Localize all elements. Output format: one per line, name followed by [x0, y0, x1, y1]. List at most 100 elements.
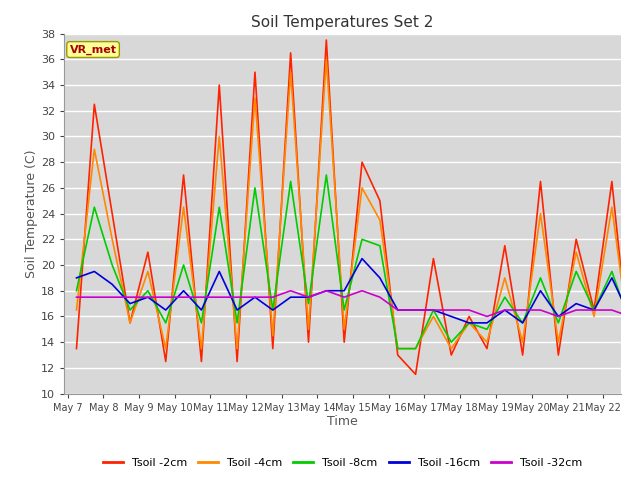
Tsoil -4cm: [144, 269, 152, 275]
Tsoil -2cm: [590, 307, 598, 313]
Tsoil -32cm: [465, 307, 473, 313]
Tsoil -32cm: [394, 307, 401, 313]
Tsoil -2cm: [626, 352, 634, 358]
Tsoil -8cm: [447, 339, 455, 345]
Tsoil -16cm: [465, 320, 473, 326]
Tsoil -32cm: [537, 307, 545, 313]
Tsoil -8cm: [216, 204, 223, 210]
Tsoil -8cm: [305, 300, 312, 306]
Tsoil -8cm: [519, 320, 527, 326]
Tsoil -32cm: [554, 313, 562, 319]
Tsoil -16cm: [340, 288, 348, 294]
Tsoil -8cm: [572, 269, 580, 275]
Tsoil -2cm: [233, 359, 241, 364]
Tsoil -32cm: [180, 294, 188, 300]
Tsoil -8cm: [108, 262, 116, 268]
Tsoil -2cm: [554, 352, 562, 358]
Tsoil -32cm: [162, 294, 170, 300]
Tsoil -4cm: [126, 320, 134, 326]
Tsoil -32cm: [447, 307, 455, 313]
Title: Soil Temperatures Set 2: Soil Temperatures Set 2: [252, 15, 433, 30]
Tsoil -4cm: [73, 307, 81, 313]
Tsoil -16cm: [519, 320, 527, 326]
Tsoil -8cm: [180, 262, 188, 268]
Tsoil -16cm: [447, 313, 455, 319]
Tsoil -16cm: [90, 269, 98, 275]
Tsoil -32cm: [429, 307, 437, 313]
Tsoil -16cm: [554, 313, 562, 319]
Tsoil -4cm: [626, 339, 634, 345]
Tsoil -4cm: [108, 237, 116, 242]
Tsoil -8cm: [394, 346, 401, 351]
Tsoil -32cm: [590, 307, 598, 313]
Tsoil -8cm: [251, 185, 259, 191]
Tsoil -8cm: [269, 307, 276, 313]
Tsoil -8cm: [554, 320, 562, 326]
Tsoil -2cm: [216, 82, 223, 88]
Tsoil -16cm: [376, 275, 384, 281]
Tsoil -4cm: [376, 217, 384, 223]
Tsoil -4cm: [501, 275, 509, 281]
Tsoil -2cm: [287, 50, 294, 56]
Tsoil -4cm: [394, 346, 401, 351]
Text: VR_met: VR_met: [70, 44, 116, 55]
Tsoil -4cm: [572, 249, 580, 255]
Line: Tsoil -4cm: Tsoil -4cm: [77, 60, 640, 348]
Tsoil -16cm: [73, 275, 81, 281]
X-axis label: Time: Time: [327, 415, 358, 429]
Tsoil -4cm: [162, 346, 170, 351]
Tsoil -2cm: [608, 179, 616, 184]
Tsoil -16cm: [608, 275, 616, 281]
Tsoil -32cm: [126, 294, 134, 300]
Tsoil -8cm: [73, 288, 81, 294]
Tsoil -4cm: [483, 339, 491, 345]
Tsoil -32cm: [269, 294, 276, 300]
Tsoil -8cm: [537, 275, 545, 281]
Tsoil -2cm: [126, 320, 134, 326]
Tsoil -8cm: [429, 307, 437, 313]
Tsoil -32cm: [608, 307, 616, 313]
Tsoil -4cm: [554, 339, 562, 345]
Tsoil -16cm: [144, 294, 152, 300]
Tsoil -16cm: [429, 307, 437, 313]
Tsoil -4cm: [412, 346, 419, 351]
Line: Tsoil -16cm: Tsoil -16cm: [77, 259, 640, 323]
Tsoil -4cm: [269, 333, 276, 338]
Tsoil -16cm: [626, 313, 634, 319]
Tsoil -8cm: [162, 320, 170, 326]
Tsoil -16cm: [358, 256, 366, 262]
Tsoil -4cm: [216, 133, 223, 139]
Tsoil -2cm: [340, 339, 348, 345]
Y-axis label: Soil Temperature (C): Soil Temperature (C): [25, 149, 38, 278]
Tsoil -2cm: [447, 352, 455, 358]
Tsoil -2cm: [198, 359, 205, 364]
Tsoil -2cm: [251, 69, 259, 75]
Tsoil -8cm: [198, 320, 205, 326]
Tsoil -16cm: [162, 307, 170, 313]
Tsoil -32cm: [198, 294, 205, 300]
Tsoil -4cm: [233, 346, 241, 351]
Tsoil -16cm: [483, 320, 491, 326]
Tsoil -8cm: [358, 237, 366, 242]
Tsoil -8cm: [340, 307, 348, 313]
Tsoil -2cm: [412, 372, 419, 377]
Tsoil -32cm: [572, 307, 580, 313]
Tsoil -32cm: [233, 294, 241, 300]
Tsoil -32cm: [501, 307, 509, 313]
Tsoil -8cm: [287, 179, 294, 184]
Tsoil -16cm: [590, 307, 598, 313]
Tsoil -32cm: [519, 307, 527, 313]
Tsoil -16cm: [108, 281, 116, 287]
Tsoil -4cm: [590, 313, 598, 319]
Tsoil -2cm: [376, 198, 384, 204]
Tsoil -32cm: [412, 307, 419, 313]
Tsoil -32cm: [108, 294, 116, 300]
Tsoil -32cm: [90, 294, 98, 300]
Line: Tsoil -32cm: Tsoil -32cm: [77, 291, 640, 316]
Tsoil -16cm: [572, 300, 580, 306]
Tsoil -4cm: [90, 146, 98, 152]
Tsoil -4cm: [305, 326, 312, 332]
Tsoil -2cm: [108, 211, 116, 216]
Tsoil -8cm: [483, 326, 491, 332]
Tsoil -32cm: [340, 294, 348, 300]
